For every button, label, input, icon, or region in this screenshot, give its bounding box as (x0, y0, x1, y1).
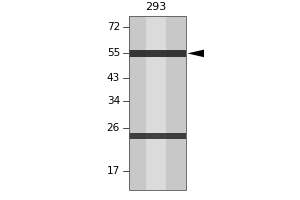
Bar (129, 16, 186, 190)
Bar (129, 50, 186, 57)
Text: 72: 72 (107, 22, 120, 32)
Polygon shape (188, 50, 204, 57)
Bar (129, 133, 186, 139)
Text: 43: 43 (107, 73, 120, 83)
Bar (146, 16, 166, 190)
Text: 293: 293 (146, 2, 167, 12)
Text: 17: 17 (107, 166, 120, 176)
Bar (129, 16, 186, 190)
Text: 26: 26 (107, 123, 120, 133)
Text: 55: 55 (107, 48, 120, 58)
Text: 34: 34 (107, 96, 120, 106)
